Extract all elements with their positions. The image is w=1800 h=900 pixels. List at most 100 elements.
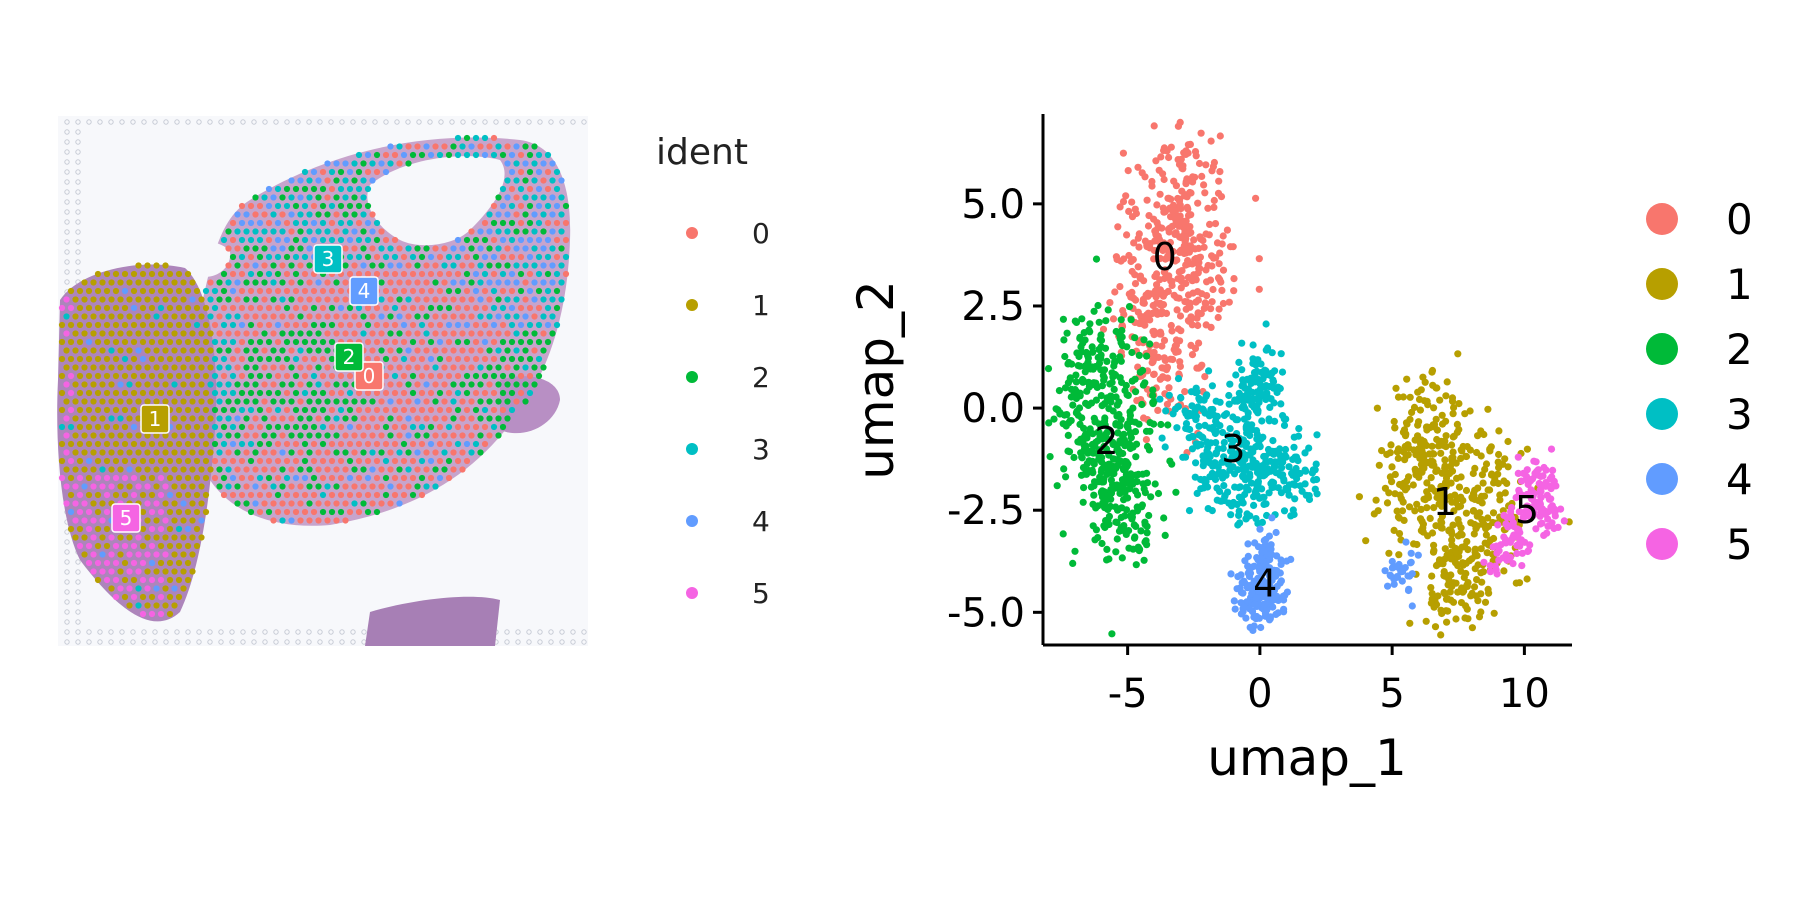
umap-point-cluster-2 [1060, 336, 1068, 344]
spatial-spot-cluster-2 [243, 500, 250, 507]
umap-point-cluster-0 [1146, 244, 1154, 252]
spatial-spot-cluster-0 [270, 330, 277, 337]
spatial-spot-cluster-1 [157, 440, 165, 448]
umap-point-cluster-3 [1227, 511, 1235, 519]
spatial-spot-cluster-1 [189, 279, 196, 286]
umap-point-cluster-5 [1502, 539, 1510, 547]
umap-point-cluster-1 [1457, 493, 1465, 501]
spatial-spot-cluster-2 [328, 508, 336, 516]
spatial-spot-cluster-0 [450, 466, 457, 473]
umap-point-cluster-1 [1443, 618, 1451, 626]
spatial-spot-cluster-1 [99, 449, 106, 456]
spatial-spot-cluster-1 [85, 440, 93, 448]
umap-point-cluster-1 [1416, 406, 1424, 414]
umap-series-5 [1480, 445, 1568, 578]
umap-point-cluster-2 [1073, 407, 1081, 415]
spatial-spot-cluster-1 [166, 474, 174, 482]
umap-point-cluster-0 [1207, 305, 1215, 313]
spatial-legend-swatch [686, 299, 698, 311]
background-spot [64, 529, 70, 535]
spatial-spot-cluster-1 [189, 347, 196, 354]
spatial-spot-cluster-1 [180, 466, 187, 473]
spatial-spot-cluster-1 [184, 270, 192, 278]
umap-point-cluster-3 [1290, 510, 1298, 519]
spatial-spot-cluster-3 [202, 287, 210, 295]
umap-point-cluster-0 [1174, 122, 1182, 130]
spatial-spot-cluster-0 [382, 440, 390, 448]
umap-point-cluster-1 [1469, 490, 1478, 498]
umap-point-cluster-0 [1159, 170, 1167, 178]
spatial-spot-cluster-0 [373, 389, 381, 397]
umap-point-cluster-0 [1198, 290, 1206, 298]
spatial-spot-cluster-1 [90, 296, 97, 303]
spatial-spot-cluster-2 [427, 423, 435, 431]
spatial-spot-cluster-2 [220, 474, 228, 482]
spatial-spot-cluster-3 [513, 330, 520, 337]
spatial-spot-cluster-0 [337, 491, 345, 499]
umap-point-cluster-4 [1386, 571, 1394, 579]
spatial-spot-cluster-5 [148, 610, 156, 618]
spatial-spot-cluster-4 [387, 398, 394, 405]
background-spot [262, 639, 268, 645]
spatial-spot-cluster-2 [468, 245, 475, 252]
spatial-spot-cluster-4 [288, 517, 295, 524]
spatial-spot-cluster-0 [445, 474, 453, 482]
umap-point-cluster-1 [1428, 366, 1437, 375]
umap-point-cluster-2 [1117, 483, 1125, 491]
spatial-spot-cluster-2 [387, 432, 394, 439]
umap-legend-label: 5 [1726, 520, 1753, 569]
spatial-spot-cluster-0 [310, 287, 318, 295]
background-spot [548, 119, 554, 125]
umap-point-cluster-3 [1202, 392, 1210, 400]
spatial-spot-cluster-0 [270, 313, 277, 320]
spatial-spot-cluster-0 [238, 372, 246, 380]
spatial-spot-cluster-2 [310, 338, 318, 346]
umap-point-cluster-1 [1482, 531, 1490, 539]
spatial-spot-cluster-2 [310, 423, 318, 431]
spatial-spot-cluster-4 [184, 525, 192, 533]
umap-point-cluster-4 [1256, 525, 1264, 533]
umap-point-cluster-3 [1243, 486, 1251, 494]
spatial-spot-cluster-2 [225, 347, 232, 354]
spatial-spot-cluster-5 [99, 483, 106, 490]
umap-point-cluster-0 [1188, 351, 1197, 359]
spatial-spot-cluster-0 [292, 287, 300, 295]
spatial-spot-cluster-4 [279, 449, 286, 456]
umap-point-cluster-3 [1225, 400, 1233, 408]
spatial-spot-cluster-5 [103, 491, 111, 499]
spatial-spot-cluster-2 [517, 338, 525, 346]
background-spot [361, 119, 367, 125]
spatial-legend-item-3: 3 [686, 433, 770, 466]
umap-point-cluster-5 [1542, 482, 1550, 490]
background-spot [306, 119, 312, 125]
umap-point-cluster-2 [1143, 529, 1151, 537]
umap-point-cluster-0 [1189, 289, 1197, 297]
spatial-spot-cluster-1 [207, 432, 214, 439]
spatial-spot-cluster-0 [490, 389, 498, 397]
umap-point-cluster-3 [1285, 491, 1293, 499]
umap-point-cluster-1 [1392, 384, 1400, 392]
spatial-spot-cluster-1 [184, 355, 192, 363]
spatial-spot-cluster-1 [108, 296, 115, 303]
spatial-spot-cluster-0 [342, 296, 349, 303]
background-spot [64, 599, 70, 605]
umap-point-cluster-1 [1453, 420, 1461, 428]
umap-point-cluster-3 [1305, 444, 1313, 452]
spatial-spot-cluster-2 [265, 440, 273, 448]
umap-point-cluster-5 [1534, 499, 1542, 507]
umap-point-cluster-2 [1088, 468, 1096, 476]
spatial-spot-cluster-0 [513, 194, 520, 201]
spatial-spot-cluster-0 [522, 279, 529, 286]
spatial-spot-cluster-4 [396, 313, 403, 320]
umap-point-cluster-0 [1163, 400, 1171, 408]
spatial-spot-cluster-2 [360, 398, 367, 405]
spatial-spot-cluster-0 [315, 500, 322, 507]
spatial-spot-cluster-0 [418, 389, 426, 397]
spatial-spot-cluster-1 [207, 347, 214, 354]
background-spot [64, 559, 70, 565]
spatial-spot-cluster-2 [360, 245, 367, 252]
spatial-spot-cluster-1 [162, 313, 169, 320]
spatial-spot-cluster-0 [283, 321, 291, 329]
spatial-spot-cluster-3 [211, 338, 219, 346]
spatial-spot-cluster-2 [378, 279, 385, 286]
